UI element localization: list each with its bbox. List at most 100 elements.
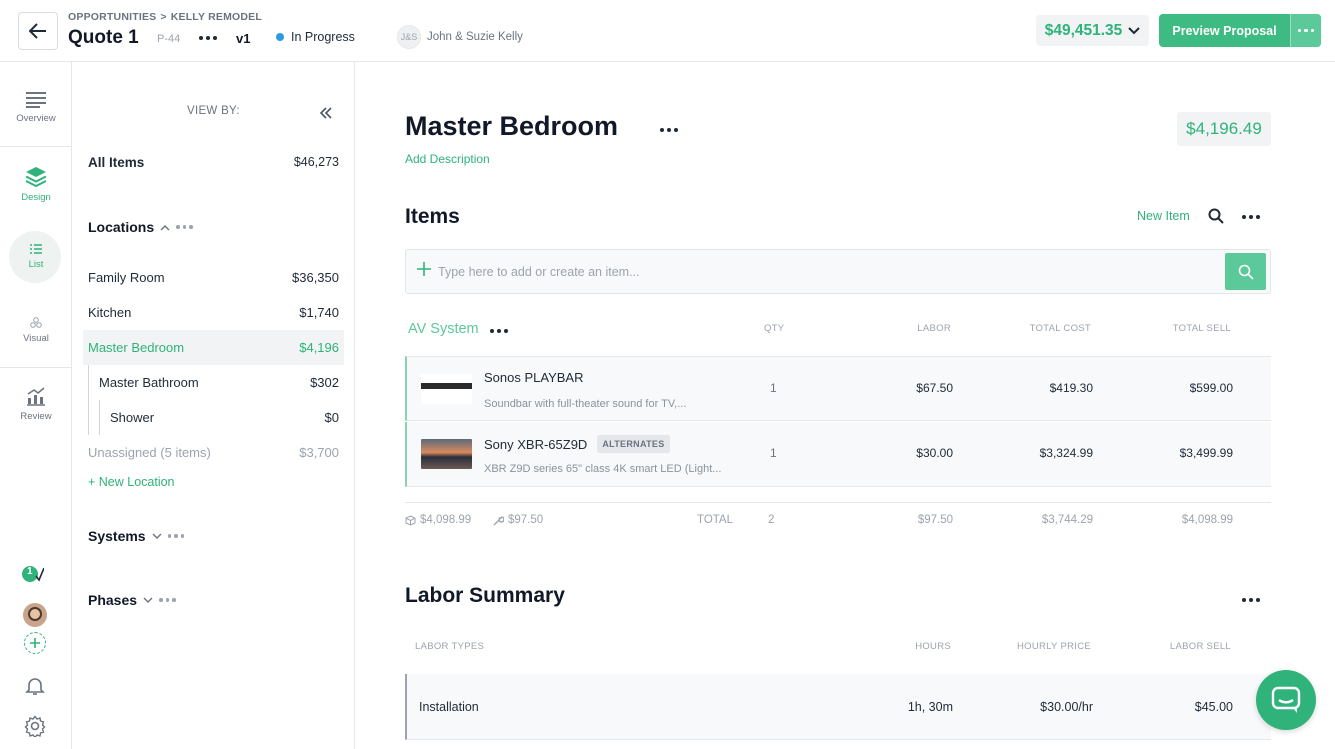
chat-button[interactable] [1256, 670, 1316, 730]
labor-row[interactable]: Installation 1h, 30m $30.00/hr $45.00 [405, 674, 1271, 740]
alternates-badge[interactable]: ALTERNATES [597, 435, 670, 453]
systems-more-icon[interactable] [167, 534, 185, 538]
location-value: $0 [324, 410, 339, 425]
chevron-up-icon [160, 224, 170, 230]
location-value: $36,350 [292, 270, 339, 285]
status-badge[interactable]: In Progress [276, 30, 355, 44]
item-sell: $3,499.99 [1179, 446, 1233, 460]
main-content: Master Bedroom Add Description $4,196.49… [356, 62, 1335, 749]
nav-visual[interactable]: Visual [0, 317, 72, 344]
product-thumbnail [421, 439, 472, 469]
new-location-link[interactable]: + New Location [88, 475, 339, 489]
breadcrumb-opportunities[interactable]: OPPORTUNITIES [68, 11, 157, 23]
labor-more-icon[interactable] [1242, 598, 1260, 602]
item-description: Soundbar with full-theater sound for TV,… [484, 398, 687, 410]
total-labor: $97.50 [917, 514, 953, 526]
gear-icon[interactable] [24, 715, 46, 742]
nav-list[interactable]: List [0, 244, 72, 270]
visual-icon [30, 317, 42, 328]
location-row-family-room[interactable]: Family Room $36,350 [88, 270, 339, 285]
table-row[interactable]: Sonos PLAYBAR Soundbar with full-theater… [405, 356, 1271, 421]
chevron-down-icon [152, 533, 162, 539]
labor-total-small: $97.50 [508, 514, 544, 526]
location-row-master-bathroom[interactable]: Master Bathroom $302 [99, 375, 339, 390]
location-row-kitchen[interactable]: Kitchen $1,740 [88, 305, 339, 320]
location-value: $302 [310, 375, 339, 390]
locations-more-icon[interactable] [176, 225, 193, 229]
client-info[interactable]: J&S John & Suzie Kelly [397, 25, 523, 49]
bell-icon[interactable] [25, 676, 45, 701]
project-number: P-44 [157, 33, 181, 45]
breadcrumb-project[interactable]: KELLY REMODEL [170, 11, 262, 23]
add-user-button[interactable] [24, 632, 46, 654]
chat-icon [1271, 686, 1301, 713]
labor-hourly: $30.00/hr [1040, 700, 1093, 714]
client-avatar: J&S [397, 25, 421, 49]
quote-total-dropdown[interactable]: $49,451.35 [1036, 15, 1149, 46]
labor-summary-heading: Labor Summary [405, 584, 565, 607]
table-row[interactable]: Sony XBR-65Z9D ALTERNATES XBR Z9D series… [405, 422, 1271, 487]
preview-more-button[interactable] [1290, 14, 1321, 47]
room-more-icon[interactable] [660, 128, 678, 132]
items-more-icon[interactable] [1242, 215, 1260, 219]
layers-icon [25, 167, 47, 187]
locations-header[interactable]: Locations [88, 219, 193, 235]
client-name: John & Suzie Kelly [427, 31, 523, 43]
add-item-search-button[interactable] [1225, 253, 1266, 290]
total-qty: 2 [768, 514, 775, 526]
location-panel: VIEW BY: All Items $46,273 Locations Fam… [73, 62, 355, 749]
col-hourly-price: HOURLY PRICE [1017, 641, 1091, 652]
tasks-icon[interactable]: 1 [22, 565, 45, 588]
location-label: Shower [110, 410, 155, 425]
nav-divider [0, 146, 72, 147]
location-row-shower[interactable]: Shower $0 [110, 410, 339, 425]
collapse-panel-button[interactable] [319, 106, 333, 124]
col-total-sell: TOTAL SELL [1172, 323, 1231, 334]
search-icon[interactable] [1208, 208, 1224, 229]
nav-overview[interactable]: Overview [0, 92, 72, 124]
quote-total: $49,451.35 [1044, 21, 1123, 39]
search-icon [1238, 264, 1254, 280]
quote-more-icon[interactable] [199, 36, 217, 40]
chevron-down-icon [143, 597, 153, 603]
nav-review[interactable]: Review [0, 387, 72, 422]
all-items-label: All Items [88, 155, 145, 170]
more-icon [1297, 28, 1315, 33]
systems-header[interactable]: Systems [88, 528, 185, 544]
item-name: Sony XBR-65Z9D [484, 436, 588, 452]
nav-design[interactable]: Design [0, 166, 72, 203]
user-avatar[interactable] [23, 603, 47, 627]
tree-line [99, 400, 100, 435]
equipment-total: $4,098.99 [420, 514, 472, 526]
item-qty: 1 [770, 381, 777, 395]
preview-proposal-button[interactable]: Preview Proposal [1159, 14, 1321, 47]
preview-proposal-label: Preview Proposal [1172, 23, 1277, 38]
room-total: $4,196.49 [1177, 112, 1271, 146]
location-row-master-bedroom[interactable]: Master Bedroom $4,196 [83, 330, 344, 365]
add-description-link[interactable]: Add Description [405, 152, 490, 166]
total-sell: $4,098.99 [1181, 514, 1233, 526]
phases-more-icon[interactable] [159, 598, 176, 602]
col-labor-sell: LABOR SELL [1169, 641, 1231, 652]
add-item-input[interactable] [438, 262, 1198, 282]
nav-design-label: Design [21, 192, 51, 203]
location-row-unassigned[interactable]: Unassigned (5 items) $3,700 [88, 445, 339, 460]
new-item-link[interactable]: New Item [1137, 209, 1190, 223]
back-button[interactable] [18, 12, 58, 50]
nav-list-label: List [28, 259, 44, 270]
tree-line [88, 365, 89, 435]
all-items-row[interactable]: All Items $46,273 [88, 155, 339, 170]
location-label: Unassigned (5 items) [88, 445, 211, 460]
double-chevron-left-icon [319, 107, 332, 119]
box-icon [405, 514, 416, 526]
version-selector[interactable]: v1 [236, 31, 251, 46]
chart-icon [27, 387, 45, 406]
system-more-icon[interactable] [490, 329, 508, 333]
status-dot-icon [276, 33, 284, 41]
system-name[interactable]: AV System [408, 321, 479, 337]
systems-label: Systems [88, 528, 146, 544]
col-labor-types: LABOR TYPES [415, 641, 485, 652]
breadcrumb: OPPORTUNITIES > KELLY REMODEL [68, 11, 262, 23]
phases-header[interactable]: Phases [88, 592, 176, 608]
totals-row: $4,098.99 $97.50 TOTAL 2 $97.50 $3,744.2… [405, 502, 1271, 538]
